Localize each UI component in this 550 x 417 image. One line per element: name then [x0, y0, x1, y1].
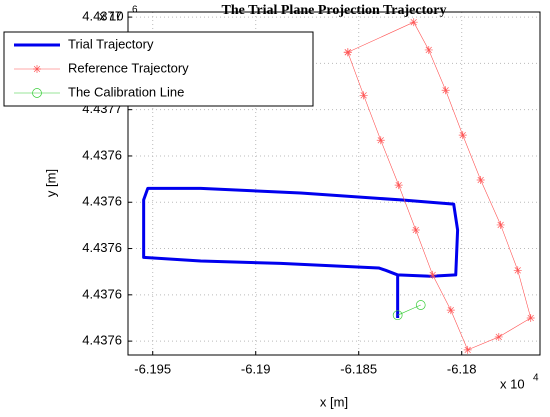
- marker: [463, 345, 472, 354]
- marker: [441, 86, 450, 95]
- y-tick-label: 4.4376: [82, 286, 122, 301]
- y-tick-label: 4.4376: [82, 147, 122, 162]
- y-axis-label: y [m]: [43, 169, 58, 197]
- marker: [476, 176, 485, 185]
- marker: [428, 270, 437, 279]
- marker: [409, 18, 418, 27]
- y-tick-label: 4.4376: [82, 194, 122, 209]
- series-line: [347, 21, 532, 351]
- legend-marker: [32, 88, 42, 98]
- marker: [494, 332, 503, 341]
- series-line: [142, 186, 460, 318]
- x-tick-label: -6.195: [134, 361, 171, 376]
- marker: [394, 181, 403, 190]
- x-multiplier-power: 4: [533, 373, 539, 384]
- y-tick-label: 4.4376: [82, 240, 122, 255]
- marker: [415, 300, 426, 310]
- x-tick-label: -6.185: [340, 361, 377, 376]
- marker: [513, 266, 522, 275]
- legend-label: Trial Trajectory: [68, 36, 154, 51]
- marker: [411, 226, 420, 235]
- marker: [496, 220, 505, 229]
- marker: [376, 136, 385, 145]
- marker: [458, 131, 467, 140]
- marker: [343, 48, 352, 57]
- legend-label: The Calibration Line: [68, 84, 184, 99]
- marker: [424, 45, 433, 54]
- x-tick-label: -6.19: [241, 361, 271, 376]
- marker: [392, 310, 403, 321]
- y-multiplier-power: 6: [132, 5, 138, 16]
- x-tick-label: -6.18: [447, 361, 477, 376]
- marker: [446, 306, 455, 315]
- x-multiplier: x 10: [500, 376, 525, 391]
- chart-title: The Trial Plane Projection Trajectory: [222, 3, 447, 18]
- axes-box: [127, 11, 541, 356]
- x-axis-label: x [m]: [320, 394, 348, 409]
- legend-label: Reference Trajectory: [68, 60, 189, 75]
- marker: [359, 91, 368, 100]
- y-tick-label: 4.4377: [82, 9, 122, 24]
- marker: [526, 313, 535, 322]
- y-tick-label: 4.4376: [82, 333, 122, 348]
- legend-marker: [33, 65, 41, 73]
- y-multiplier: x 10: [99, 8, 124, 23]
